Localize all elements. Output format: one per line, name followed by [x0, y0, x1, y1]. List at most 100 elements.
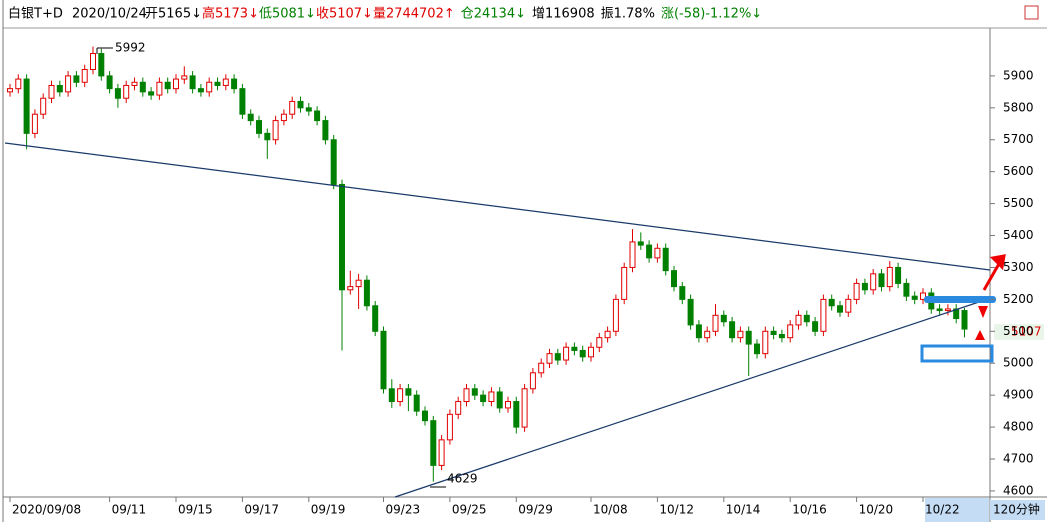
candle-body — [7, 88, 13, 93]
candle-body — [189, 75, 196, 90]
candle-body — [737, 330, 744, 339]
candle-body — [563, 346, 570, 361]
candle-body — [505, 401, 511, 409]
candle-body — [23, 78, 30, 134]
candle-body — [837, 305, 843, 313]
candle-body — [488, 391, 495, 403]
candle-body — [413, 394, 420, 412]
y-tick-label: 5000 — [1003, 356, 1034, 370]
candle-body — [770, 330, 777, 335]
candle-body — [222, 78, 229, 86]
candle-body — [471, 388, 478, 396]
candle-body — [355, 279, 362, 288]
candle-body — [247, 113, 254, 122]
candle-body — [803, 314, 810, 323]
candle-body — [239, 88, 246, 115]
candle-body — [861, 282, 868, 291]
plot — [7, 46, 968, 482]
candle-body — [828, 298, 835, 307]
candle-body — [114, 88, 121, 99]
small-up-arrow — [975, 330, 985, 340]
candle-body — [654, 247, 661, 259]
candle-body — [496, 391, 503, 409]
y-tick-label: 5200 — [1003, 292, 1034, 306]
x-tick-label: 09/29 — [518, 503, 553, 517]
candle-body — [621, 266, 628, 300]
candle-body — [845, 298, 852, 313]
x-tick-label: 09/19 — [311, 503, 346, 517]
candle-body — [380, 330, 387, 390]
candle-body — [961, 310, 968, 330]
x-tick-label: 09/17 — [244, 503, 279, 517]
candle-body — [704, 330, 711, 339]
candle-body — [148, 91, 155, 96]
header-field: 增116908 — [532, 7, 595, 22]
candle-body — [513, 401, 520, 428]
candle-body — [646, 244, 653, 259]
candle-body — [40, 97, 47, 115]
candle-body — [405, 388, 412, 396]
y-tick-label: 4900 — [1003, 388, 1034, 402]
candle-body — [123, 84, 130, 99]
y-tick-label: 5800 — [1003, 100, 1034, 114]
candle-body — [521, 388, 528, 428]
candle-body — [197, 88, 204, 93]
candle-body — [612, 298, 619, 332]
header-field: 仓24134↓ — [461, 7, 526, 22]
header-field: 开5165↓ — [145, 7, 202, 22]
candle-body — [604, 330, 611, 339]
candle-body — [944, 308, 951, 312]
period-label: 120分钟 — [993, 502, 1040, 517]
candle-body — [264, 132, 271, 141]
candle-body — [206, 81, 213, 93]
candle-body — [870, 273, 877, 291]
x-tick-label: 09/23 — [386, 503, 421, 517]
candle-body — [231, 78, 238, 90]
y-tick-label: 4700 — [1003, 452, 1034, 466]
candle-body — [81, 69, 88, 83]
candle-body — [729, 321, 736, 339]
candle-body — [903, 282, 910, 297]
candle-body — [347, 286, 354, 291]
candle-body — [596, 337, 603, 348]
candle-body — [687, 298, 694, 326]
candle-body — [131, 81, 138, 86]
candle-body — [397, 388, 404, 403]
y-tick-label: 5600 — [1003, 164, 1034, 178]
candle-body — [363, 279, 370, 307]
candle-body — [588, 346, 594, 358]
low-label: 4629 — [447, 472, 478, 486]
candle-body — [671, 270, 677, 288]
x-tick-label: 09/25 — [452, 503, 487, 517]
candle-body — [446, 413, 453, 441]
x-tick-label: 10/14 — [726, 503, 761, 517]
y-tick-label: 5500 — [1003, 196, 1034, 210]
candle-body — [878, 273, 885, 288]
candle-body — [330, 139, 337, 185]
resistance-marker — [924, 296, 996, 303]
header-field: 量2744702↑ — [373, 7, 455, 22]
candle-body — [745, 330, 752, 345]
candle-body — [695, 324, 702, 339]
candle-body — [911, 295, 918, 300]
up-arrow — [982, 254, 1006, 291]
time-highlight — [925, 498, 989, 522]
candle-body — [214, 81, 221, 86]
candle-body — [173, 78, 179, 90]
candle-body — [422, 410, 428, 422]
candle-body — [953, 308, 960, 320]
candle-body — [579, 349, 586, 358]
candle-body — [156, 81, 163, 96]
candle-body — [73, 75, 80, 83]
x-tick-label: 2020/09/08 — [12, 503, 81, 517]
candle-body — [31, 113, 38, 134]
candle-body — [679, 286, 686, 300]
down-arrow — [978, 306, 988, 318]
candle-body — [554, 353, 561, 361]
candle-body — [15, 78, 22, 90]
candle-body — [48, 84, 55, 99]
candle-body — [795, 314, 802, 326]
y-tick-label: 5400 — [1003, 228, 1034, 242]
